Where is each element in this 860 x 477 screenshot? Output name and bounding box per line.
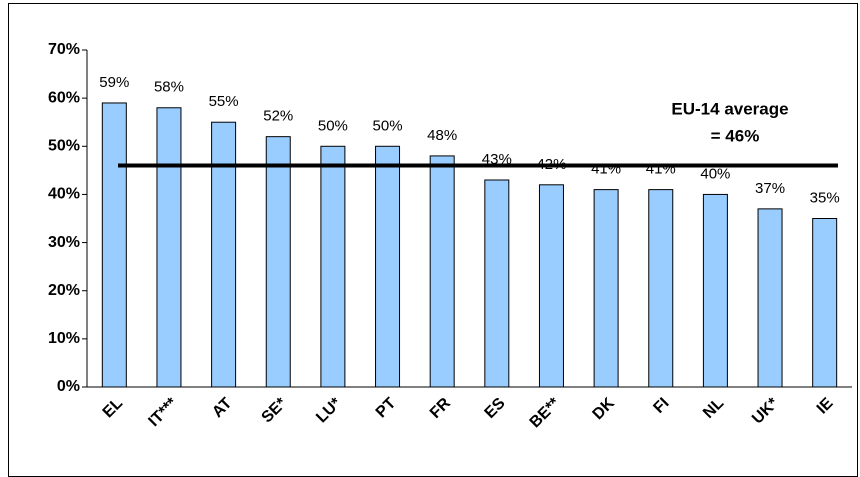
bar (484, 179, 510, 388)
bar (265, 136, 291, 388)
x-tick-label: NL (700, 395, 727, 422)
bar (156, 107, 182, 388)
y-tick-label: 70% (48, 41, 80, 58)
bar (648, 189, 674, 388)
y-tick-label: 0% (57, 378, 80, 395)
x-tick-label: EL (100, 395, 127, 422)
y-tick-label: 50% (48, 138, 80, 155)
data-label: 48% (427, 127, 457, 144)
x-tick-label: UK* (749, 394, 782, 427)
bar (702, 193, 728, 388)
data-label: 52% (263, 108, 293, 125)
x-tick-label: IE (814, 395, 837, 418)
bar (429, 155, 455, 388)
data-label: 40% (700, 165, 730, 182)
data-label: 41% (591, 161, 621, 178)
y-tick-label: 40% (48, 186, 80, 203)
bar (211, 121, 237, 388)
x-tick-label: SE* (259, 394, 291, 426)
annotation: EU-14 average (671, 99, 788, 118)
x-tick-label: PT (373, 395, 400, 422)
data-label: 58% (154, 79, 184, 96)
data-label: 50% (318, 117, 348, 134)
bar (538, 184, 564, 388)
bar (101, 102, 127, 388)
x-tick-label: FR (427, 394, 454, 421)
y-tick-label: 30% (48, 234, 80, 251)
x-tick-label: IT*** (145, 394, 181, 430)
y-tick-label: 10% (48, 330, 80, 347)
data-label: 35% (810, 189, 840, 206)
x-tick-label: FI (650, 395, 672, 417)
y-tick-label: 60% (48, 89, 80, 106)
data-label: 37% (755, 180, 785, 197)
x-tick-label: BE** (527, 394, 564, 431)
x-tick-label: AT (209, 395, 235, 421)
data-label: 55% (209, 93, 239, 110)
data-label: 41% (646, 161, 676, 178)
bar (375, 145, 401, 388)
bar (593, 189, 619, 388)
x-tick-label: LU* (313, 394, 345, 426)
bar (812, 218, 838, 388)
bar (757, 208, 783, 388)
bar (320, 145, 346, 388)
data-label: 59% (99, 74, 129, 91)
x-tick-label: DK (590, 394, 619, 423)
y-tick-label: 20% (48, 282, 80, 299)
data-label: 50% (373, 117, 403, 134)
x-tick-label: ES (482, 395, 509, 422)
annotation: = 46% (711, 126, 760, 145)
